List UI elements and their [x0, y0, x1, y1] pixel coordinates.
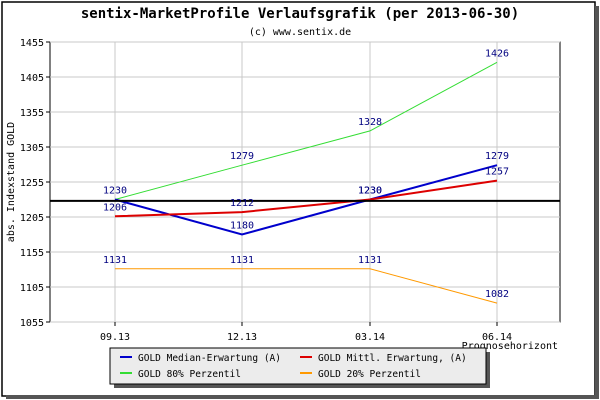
data-label: 1131: [103, 255, 127, 266]
series-lines: [114, 61, 498, 304]
data-label: 1082: [485, 289, 509, 300]
data-label: 1131: [358, 255, 382, 266]
x-tick-label: 06.14: [482, 332, 512, 343]
legend-box: [109, 347, 487, 385]
y-tick-label: 1055: [20, 318, 44, 329]
y-tick-label: 1105: [20, 283, 44, 294]
y-axis-label: abs. Indexstand GOLD: [6, 122, 17, 242]
y-tick-label: 1405: [20, 73, 44, 84]
legend-label: GOLD 20% Perzentil: [318, 369, 421, 380]
x-tick-label: 03.14: [355, 332, 385, 343]
series-line-3: [115, 268, 498, 304]
data-label: 1279: [230, 151, 254, 162]
data-label: 1328: [358, 117, 382, 128]
y-tick-label: 1205: [20, 213, 44, 224]
data-label: 1230: [103, 186, 127, 197]
data-label: 1180: [230, 221, 254, 232]
chart-title: sentix-MarketProfile Verlaufsgrafik (per…: [81, 6, 519, 22]
legend-entries: GOLD Median-Erwartung (A) GOLD Mittl. Erw…: [120, 353, 467, 380]
y-tick-label: 1305: [20, 143, 44, 154]
data-label: 1131: [230, 255, 254, 266]
y-tick-label: 1355: [20, 108, 44, 119]
data-label: 1426: [485, 48, 509, 59]
data-label: 1206: [103, 202, 127, 213]
y-axis-ticks: 1455 1405 1355 1305 1255 1205 1155 1105 1055: [20, 38, 50, 329]
series-line-1: [114, 179, 498, 218]
x-tick-label: 12.13: [227, 332, 257, 343]
y-tick-label: 1455: [20, 38, 44, 49]
data-label: 1230: [358, 186, 382, 197]
data-label: 1230: [358, 186, 382, 197]
x-axis-ticks: 09.13 12.13 03.14 06.14: [100, 322, 512, 343]
chart-shadow-bottom: [6, 395, 599, 399]
data-label: 1212: [230, 198, 254, 209]
data-label: 1279: [485, 151, 509, 162]
legend: GOLD Median-Erwartung (A) GOLD Mittl. Erw…: [109, 347, 490, 388]
series-line-2: [114, 61, 498, 200]
legend-label: GOLD 80% Perzentil: [138, 369, 241, 380]
x-tick-label: 09.13: [100, 332, 130, 343]
x-axis-label: Prognosehorizont: [462, 341, 558, 352]
chart-subtitle: (c) www.sentix.de: [249, 27, 351, 38]
chart-shadow-right: [595, 6, 599, 399]
y-tick-label: 1155: [20, 248, 44, 259]
data-label: 1257: [485, 167, 509, 178]
legend-label: GOLD Median-Erwartung (A): [138, 353, 281, 364]
series-line-0: [114, 164, 498, 236]
grid: [50, 41, 560, 323]
y-tick-label: 1255: [20, 178, 44, 189]
legend-label: GOLD Mittl. Erwartung, (A): [318, 353, 467, 364]
